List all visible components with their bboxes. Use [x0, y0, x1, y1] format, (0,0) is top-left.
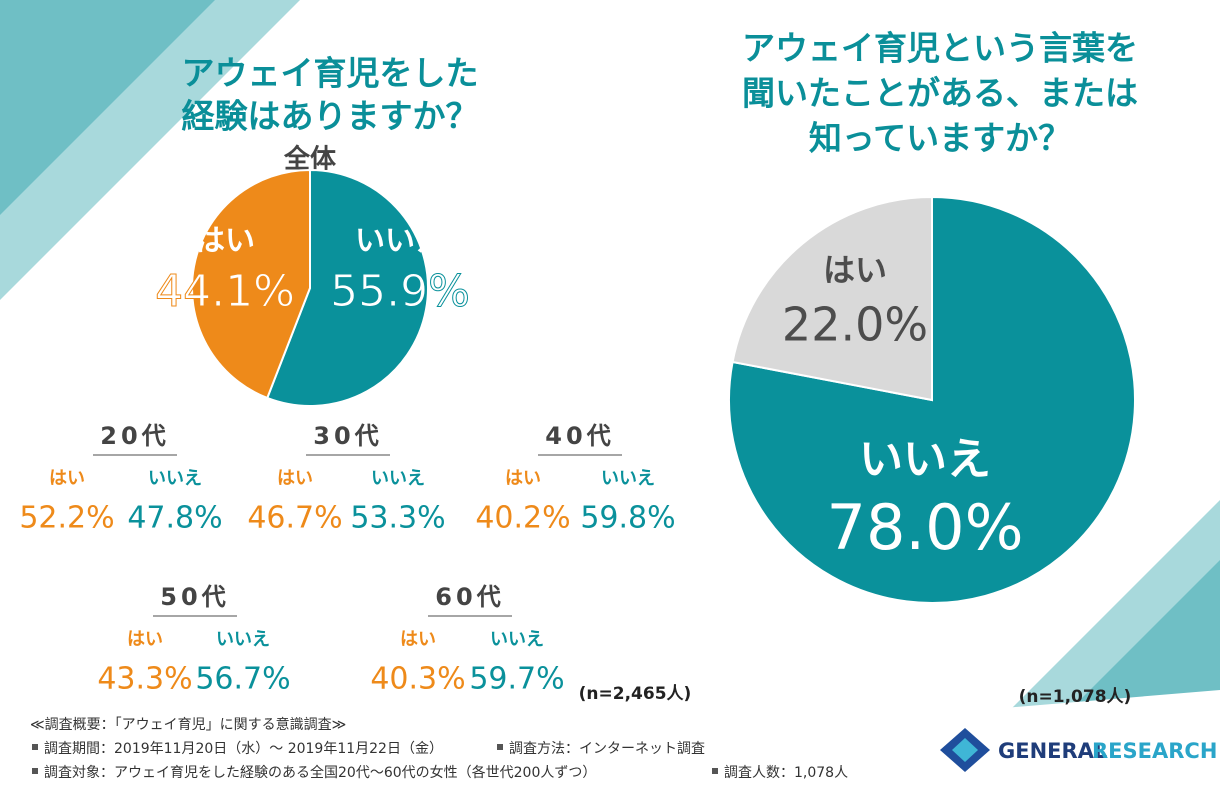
- group-answer: いいえ: [216, 629, 270, 650]
- group-answer: いいえ: [490, 629, 544, 650]
- group-label: 20代: [100, 422, 169, 450]
- group-value: 43.3%: [97, 662, 192, 697]
- group-answer: はい: [400, 629, 436, 650]
- bullet: [32, 744, 38, 750]
- group-value: 46.7%: [247, 501, 342, 536]
- corner-decor: [0, 0, 215, 215]
- logo-backdrop: [920, 690, 1220, 800]
- pie-slice: [265, 168, 429, 407]
- slice-label: はい: [195, 224, 255, 259]
- group-label: 60代: [435, 583, 504, 611]
- group-label: 40代: [545, 422, 614, 450]
- footer-item: 調査方法：インターネット調査: [509, 741, 705, 757]
- sample-note: (n=1,078人): [1019, 687, 1132, 707]
- group-value: 56.7%: [195, 662, 290, 697]
- logo-word: GENERAL: [998, 739, 1107, 763]
- group-label: 30代: [313, 422, 382, 450]
- title: 経験はありますか？: [182, 97, 479, 136]
- slice-value: 78.0%: [827, 491, 1024, 564]
- group-value: 59.7%: [469, 662, 564, 697]
- slice-label: いいえ: [355, 224, 445, 259]
- group-value: 59.8%: [580, 501, 675, 536]
- bullet: [32, 768, 38, 774]
- footer: ≪調査概要：「アウェイ育児」に関する意識調査≫ 調査期間：2019年11月20日…: [30, 716, 848, 781]
- group-answer: はい: [505, 468, 541, 489]
- logo: GENERAL RESEARCH: [940, 728, 1217, 772]
- group-answer: はい: [127, 629, 163, 650]
- slice-value: 44.1%: [155, 266, 295, 317]
- group-label: 50代: [160, 583, 229, 611]
- logo-icon: [952, 738, 978, 762]
- group-value: 40.2%: [475, 501, 570, 536]
- slice-label: いいえ: [859, 434, 991, 485]
- slice-value: 55.9%: [330, 266, 470, 317]
- footer-item: 調査期間：2019年11月20日（水）～ 2019年11月22日（金）: [44, 741, 443, 757]
- footer-item: 調査人数：1,078人: [724, 765, 848, 781]
- group-value: 52.2%: [19, 501, 114, 536]
- group-answer: はい: [49, 468, 85, 489]
- group-answer: いいえ: [601, 468, 655, 489]
- bullet: [497, 744, 503, 750]
- bullet: [712, 768, 718, 774]
- footer-heading: ≪調査概要：「アウェイ育児」に関する意識調査≫: [30, 716, 346, 733]
- footer-item: 調査対象：アウェイ育児をした経験のある全国20代～60代の女性（各世代200人ず…: [44, 764, 596, 781]
- title: 知っていますか？: [809, 119, 1071, 158]
- group-answer: はい: [277, 468, 313, 489]
- group-answer: いいえ: [148, 468, 202, 489]
- slice-value: 22.0%: [782, 298, 928, 352]
- title: アウェイ育児という言葉を: [742, 29, 1138, 68]
- pie-slice: [191, 168, 311, 400]
- pie-slice: [731, 195, 933, 402]
- slice-label: はい: [823, 251, 887, 289]
- group-value: 47.8%: [127, 501, 222, 536]
- group-value: 53.3%: [350, 501, 445, 536]
- title: 聞いたことがある、または: [742, 74, 1138, 113]
- sample-note: (n=2,465人): [579, 684, 692, 704]
- group-answer: いいえ: [371, 468, 425, 489]
- title: アウェイ育児をした: [182, 54, 479, 93]
- group-value: 40.3%: [370, 662, 465, 697]
- logo-word: RESEARCH: [1092, 739, 1217, 763]
